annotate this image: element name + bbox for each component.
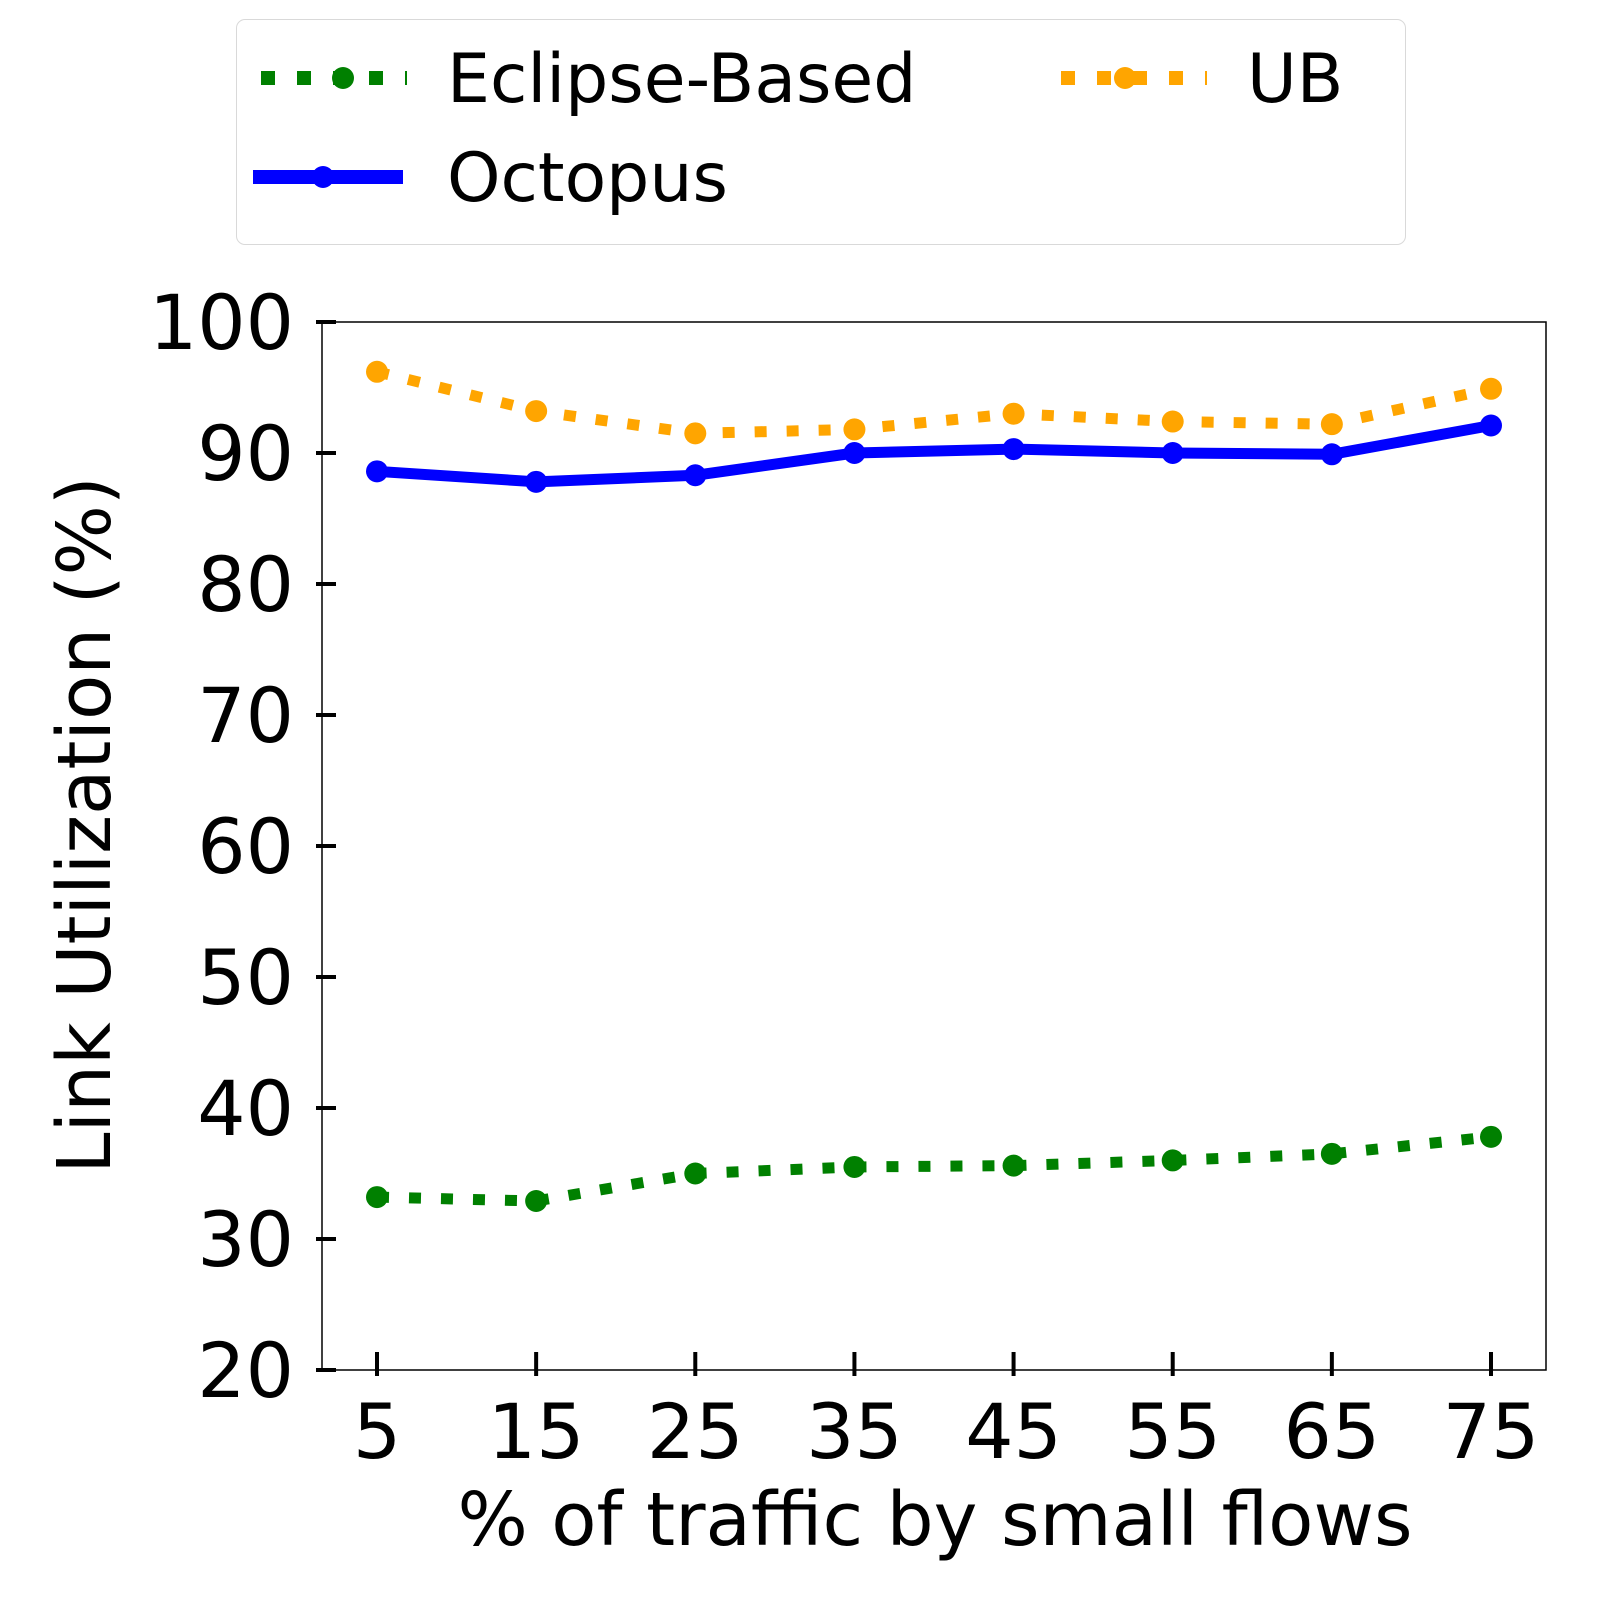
data-point-ub [366, 360, 388, 383]
legend-swatch-ub [1061, 67, 1207, 89]
x-axis-label: % of traffic by small flows [457, 1477, 1412, 1563]
data-point-eclipse-based [843, 1155, 866, 1178]
legend-swatch-eclipse-based [261, 67, 407, 89]
legend-label-ub: UB [1247, 40, 1344, 119]
legend: Eclipse-Based UB Octopus [236, 19, 1406, 245]
plot-axes: 20 30 40 50 60 70 80 90 100 5 15 25 35 45 55 65 75 [149, 278, 1547, 1476]
series-octopus [366, 414, 1502, 493]
data-point-ub [684, 422, 707, 445]
legend-label-eclipse-based: Eclipse-Based [447, 40, 917, 119]
data-point-ub [1480, 377, 1502, 400]
y-axis-label: Link Utilization (%) [42, 476, 128, 1173]
data-point-ub [1320, 413, 1343, 436]
data-point-eclipse-based [366, 1186, 388, 1209]
series-eclipse-based [366, 1125, 1502, 1213]
series-layer [366, 360, 1502, 1213]
data-point-octopus [366, 460, 388, 483]
y-tick-label: 20 [197, 1326, 294, 1415]
data-point-eclipse-based [1480, 1125, 1502, 1148]
data-point-octopus [525, 470, 548, 493]
data-point-octopus [1161, 442, 1184, 464]
y-tick-label: 40 [197, 1064, 294, 1153]
data-point-octopus [684, 464, 707, 487]
data-point-octopus [1002, 438, 1025, 461]
data-point-octopus [1480, 414, 1502, 437]
x-tick-label: 5 [353, 1387, 401, 1476]
data-point-ub [525, 400, 548, 423]
y-tick-label: 70 [197, 671, 294, 760]
data-point-eclipse-based [684, 1162, 707, 1185]
data-point-ub [843, 418, 866, 441]
y-tick-label: 80 [197, 540, 294, 629]
x-tick-label: 25 [647, 1387, 744, 1476]
y-tick-label: 90 [197, 409, 294, 498]
data-point-ub [1002, 402, 1025, 425]
legend-label-octopus: Octopus [447, 139, 728, 218]
y-tick-label: 60 [197, 802, 294, 891]
series-line-octopus [376, 420, 1492, 488]
data-point-octopus [1320, 443, 1343, 466]
x-tick-label: 55 [1124, 1387, 1221, 1476]
data-point-eclipse-based [525, 1190, 548, 1213]
y-tick-label: 100 [149, 278, 294, 367]
data-point-eclipse-based [1002, 1154, 1025, 1177]
x-tick-label: 45 [965, 1387, 1062, 1476]
x-tick-label: 75 [1443, 1387, 1540, 1476]
legend-swatch-octopus [253, 166, 403, 188]
data-point-ub [1161, 410, 1184, 433]
data-point-eclipse-based [1161, 1149, 1184, 1172]
x-tick-label: 35 [806, 1387, 903, 1476]
series-line-ub [375, 366, 1493, 439]
series-ub [366, 360, 1502, 445]
y-tick-label: 30 [197, 1195, 294, 1284]
data-point-octopus [843, 442, 866, 464]
x-tick-label: 15 [488, 1387, 585, 1476]
y-tick-label: 50 [197, 933, 294, 1022]
data-point-eclipse-based [1320, 1142, 1343, 1165]
series-line-eclipse-based [376, 1131, 1492, 1207]
x-tick-label: 65 [1283, 1387, 1380, 1476]
